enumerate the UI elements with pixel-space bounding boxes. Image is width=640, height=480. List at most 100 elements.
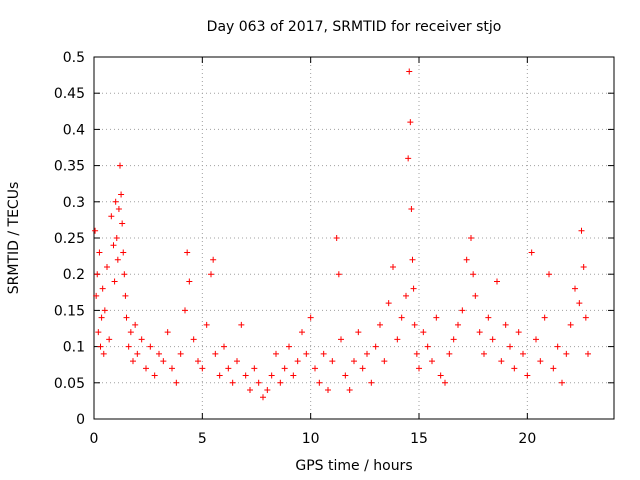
x-tick-label: 0 <box>90 431 99 447</box>
data-point <box>221 343 227 350</box>
data-point <box>550 365 557 372</box>
y-tick-label: 0.1 <box>63 340 85 356</box>
data-point <box>316 379 323 386</box>
data-point <box>338 336 344 343</box>
y-tick-label: 0.4 <box>63 122 85 138</box>
data-point <box>118 191 125 198</box>
data-point <box>147 343 154 350</box>
data-point <box>303 350 310 357</box>
data-point <box>203 321 210 328</box>
data-point <box>93 292 100 299</box>
x-tick-label: 20 <box>518 431 536 447</box>
data-point <box>186 278 193 285</box>
data-point <box>132 321 139 328</box>
data-point <box>390 263 396 270</box>
data-point <box>134 350 141 357</box>
data-point <box>110 242 117 249</box>
data-point <box>476 329 483 336</box>
data-point <box>247 387 253 394</box>
data-point <box>437 372 444 379</box>
data-point <box>97 343 104 350</box>
data-point <box>121 271 128 278</box>
data-point <box>494 278 500 285</box>
x-axis-label: GPS time / hours <box>295 458 412 474</box>
data-point <box>368 379 375 386</box>
data-point <box>277 379 284 386</box>
data-point <box>143 365 149 372</box>
data-point <box>229 379 236 386</box>
data-point <box>286 343 292 350</box>
data-point <box>442 379 448 386</box>
data-point <box>359 365 366 372</box>
data-point <box>567 321 574 328</box>
data-point <box>125 343 132 350</box>
data-point <box>335 271 342 278</box>
data-point <box>127 329 134 336</box>
data-point <box>115 206 122 213</box>
data-point <box>184 249 191 256</box>
y-tick-label: 0.35 <box>54 159 85 175</box>
data-point <box>173 379 180 386</box>
data-point <box>164 329 171 336</box>
data-point <box>234 358 240 365</box>
data-point <box>455 321 461 328</box>
data-point <box>106 336 113 343</box>
data-point <box>238 321 245 328</box>
y-tick-label: 0.15 <box>54 303 85 319</box>
axis-ticks: 0 0.05 0.1 0.15 0.2 0.25 0.3 0.35 0.4 0.45 0.5 0 5 10… <box>54 50 614 447</box>
data-point <box>138 336 145 343</box>
data-point <box>576 300 583 307</box>
data-point <box>210 256 217 263</box>
data-point <box>98 314 105 321</box>
data-point <box>377 321 383 328</box>
data-point <box>407 119 414 126</box>
data-point <box>199 365 206 372</box>
data-point <box>385 300 392 307</box>
data-point <box>403 292 409 299</box>
data-point <box>410 285 417 292</box>
data-point <box>398 314 405 321</box>
data-point <box>507 343 513 350</box>
data-point <box>450 336 457 343</box>
data-point <box>225 365 232 372</box>
data-point <box>169 365 175 372</box>
data-point <box>268 372 275 379</box>
data-point <box>416 365 422 372</box>
data-point <box>572 285 578 292</box>
data-point <box>585 350 591 357</box>
data-point <box>472 292 479 299</box>
data-point <box>364 350 370 357</box>
data-point <box>208 271 214 278</box>
data-point <box>429 358 435 365</box>
y-tick-label: 0.05 <box>54 376 85 392</box>
y-tick-label: 0 <box>76 412 85 428</box>
data-point <box>481 350 487 357</box>
data-point <box>108 213 115 220</box>
data-point <box>411 321 418 328</box>
data-point <box>582 314 589 321</box>
data-point <box>541 314 548 321</box>
data-point <box>130 358 136 365</box>
data-point <box>312 365 318 372</box>
data-point <box>580 263 587 270</box>
data-point <box>533 336 539 343</box>
data-point <box>299 329 305 336</box>
data-point <box>420 329 427 336</box>
x-tick-label: 15 <box>410 431 428 447</box>
data-point <box>111 278 118 285</box>
data-point <box>104 263 110 270</box>
grid-lines <box>94 57 614 419</box>
data-point <box>413 350 420 357</box>
data-point <box>355 329 362 336</box>
data-point <box>112 198 119 205</box>
y-tick-label: 0.25 <box>54 231 85 247</box>
data-point <box>190 336 197 343</box>
data-point <box>333 235 340 241</box>
y-tick-label: 0.2 <box>63 267 85 283</box>
data-point <box>485 314 492 321</box>
data-point <box>446 350 453 357</box>
data-point <box>151 372 158 379</box>
data-point <box>96 249 103 256</box>
data-point <box>281 365 288 372</box>
